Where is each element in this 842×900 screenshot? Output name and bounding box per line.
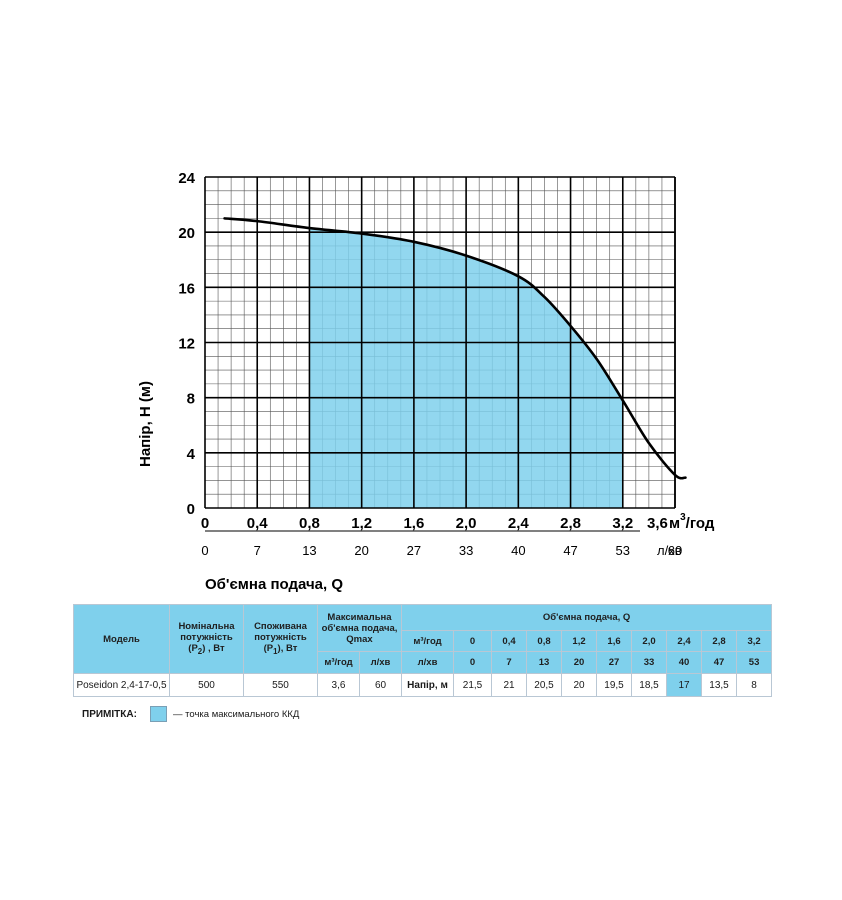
header-flow-lmin: 47 [701,651,738,674]
cell-qmax-m3h: 3,6 [317,673,360,697]
x-axis-unit-m3h: м3/год [669,512,715,532]
header-flow-m3h: 3,2 [736,630,773,652]
y-tick-label: 0 [187,501,195,518]
cell-head: 21 [491,673,528,697]
header-qmax-m3h: м³/год [317,651,360,674]
head-flow-curve [223,217,687,480]
header-flow-m3h: 1,6 [596,630,633,652]
header-unit-lmin: л/хв [401,651,455,674]
header-consumed-power: Споживана потужність (P1), Вт [243,604,318,674]
cell-head: 8 [736,673,773,697]
cell-model: Poseidon 2,4-17-0,5 [73,673,170,697]
header-flow-m3h: 0,4 [491,630,528,652]
header-qmax-lmin: л/хв [358,651,403,674]
x-tick-label-lmin: 27 [407,543,421,558]
cell-consumed-power: 550 [243,673,318,697]
y-axis-title: Напір, H (м) [137,381,154,467]
header-flow: Об'ємна подача, Q [401,604,773,631]
y-tick-label: 4 [187,446,196,463]
header-row-m3h: м³/год 0 0,4 0,8 1,2 1,6 2,0 2,4 2,8 3,2 [74,630,773,652]
cell-head: 18,5 [631,673,668,697]
header-flow-lmin: 0 [453,651,493,674]
x-tick-label-m3h: 0 [201,515,209,532]
cell-head: 20 [561,673,598,697]
pump-performance-chart: 0 4 8 12 16 20 24 0 0,4 0,8 1,2 1,6 2,0 2,4 2,8 3,2 3,6… [137,170,715,593]
header-flow-m3h: 2,0 [631,630,668,652]
x-tick-label-m3h: 1,6 [403,515,424,532]
x-tick-label-lmin: 0 [201,543,208,558]
x-tick-label-lmin: 47 [563,543,577,558]
header-flow-m3h: 2,8 [701,630,738,652]
y-tick-label: 20 [178,225,195,242]
x-tick-label-m3h: 2,8 [560,515,581,532]
cell-head: 17 [666,673,703,697]
header-model: Модель [73,604,170,674]
header-max-flow: Максимальна об'ємна подача, Qmax [316,604,403,652]
header-nominal-power: Номінальна потужність (P2) , Вт [169,604,244,674]
x-tick-label-m3h: 3,2 [612,515,633,532]
cell-head: 19,5 [596,673,633,697]
cell-head: 13,5 [701,673,738,697]
cell-qmax-lmin: 60 [358,673,403,697]
header-flow-lmin: 20 [561,651,598,674]
header-flow-lmin: 13 [526,651,563,674]
header-unit-m3h: м³/год [401,630,455,652]
note: ПРИМІТКА: — точка максимального ККД [82,706,299,722]
pump-spec-table: Модель Номінальна потужність (P2) , Вт Сп… [73,604,773,697]
chart-major-grid [204,176,676,509]
header-flow-lmin: 7 [491,651,528,674]
header-flow-m3h: 0 [453,630,493,652]
y-tick-label: 12 [178,336,195,353]
x-tick-label-m3h: 3,6 [647,515,668,532]
header-flow-m3h: 2,4 [666,630,703,652]
note-text: — точка максимального ККД [173,708,300,720]
x-tick-label-lmin: 60 [668,543,682,558]
x-tick-label-lmin: 20 [354,543,368,558]
header-flow-lmin: 27 [596,651,633,674]
note-label: ПРИМІТКА: [82,708,137,720]
header-flow-lmin: 33 [631,651,668,674]
x-tick-label-m3h: 2,0 [456,515,477,532]
x-axis-ticks-lmin: 0 7 13 20 27 33 40 47 53 60 [201,543,682,558]
y-tick-label: 8 [187,391,195,408]
x-tick-label-m3h: 0,4 [247,515,269,532]
header-flow-lmin: 40 [666,651,703,674]
cell-head: 20,5 [526,673,563,697]
x-tick-label-m3h: 2,4 [508,515,530,532]
cell-nominal-power: 500 [169,673,244,697]
cell-head: 21,5 [453,673,493,697]
table-row: Poseidon 2,4-17-0,5 500 550 3,6 60 Напір… [73,673,773,697]
efficiency-swatch [150,706,167,722]
x-tick-label-m3h: 0,8 [299,515,320,532]
x-tick-label-lmin: 53 [616,543,630,558]
x-axis-ticks-m3h: 0 0,4 0,8 1,2 1,6 2,0 2,4 2,8 3,2 3,6 [201,515,668,532]
header-flow-m3h: 0,8 [526,630,563,652]
x-tick-label-lmin: 40 [511,543,525,558]
header-flow-lmin: 53 [736,651,773,674]
y-tick-label: 24 [178,170,195,187]
x-tick-label-m3h: 1,2 [351,515,372,532]
x-tick-label-lmin: 13 [302,543,316,558]
x-axis-title: Об'ємна подача, Q [205,576,343,593]
x-axis-unit-lmin: л/хв [657,543,682,558]
y-tick-label: 16 [178,280,195,297]
x-tick-label-lmin: 7 [254,543,261,558]
header-flow-m3h: 1,2 [561,630,598,652]
y-axis-ticks: 0 4 8 12 16 20 24 [178,170,195,518]
cell-head-label: Напір, м [401,673,455,697]
x-tick-label-lmin: 33 [459,543,473,558]
